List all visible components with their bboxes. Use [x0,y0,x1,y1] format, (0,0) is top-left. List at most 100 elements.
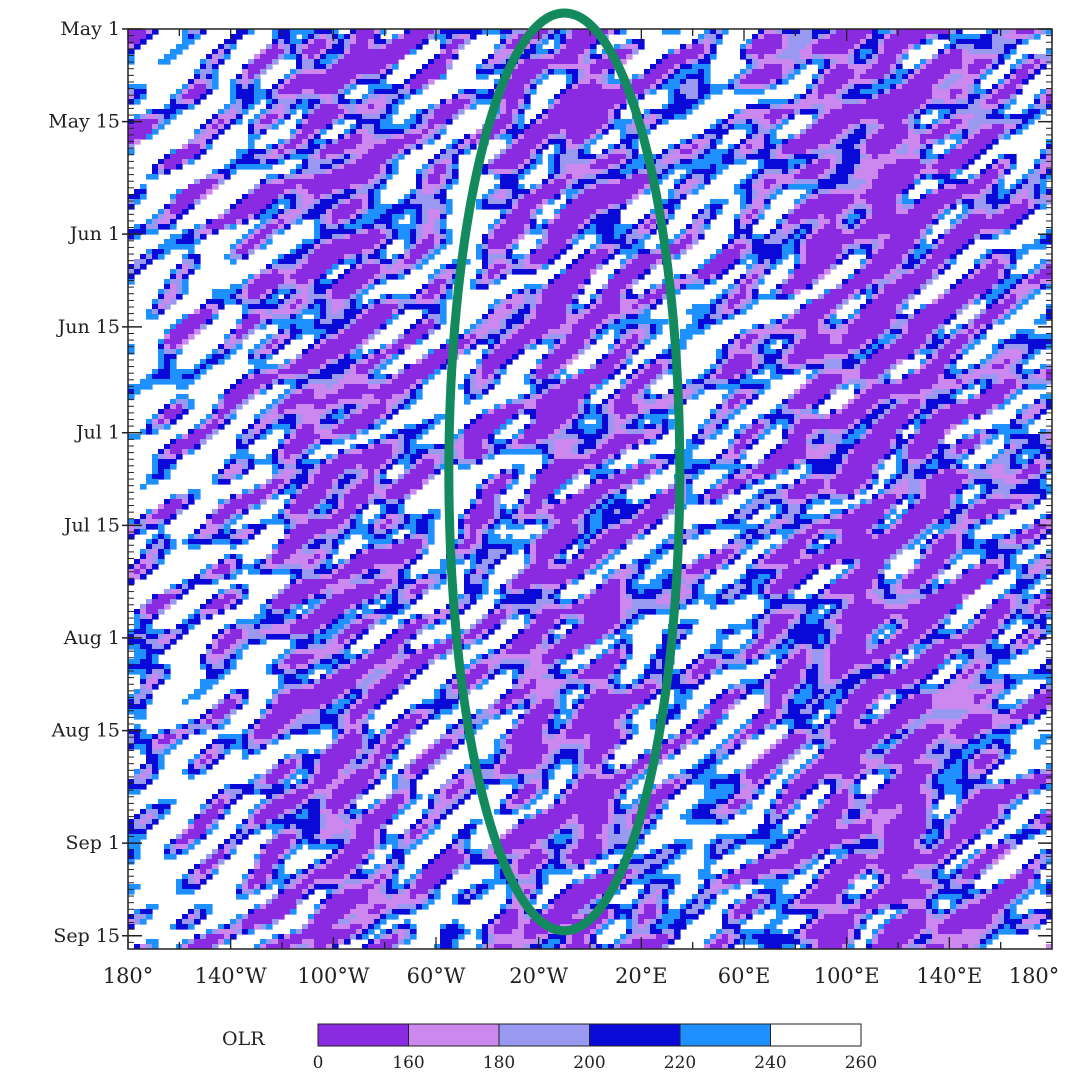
olr-cell [248,244,255,250]
olr-cell [434,64,441,70]
olr-cell [848,164,855,170]
olr-cell [1010,69,1017,75]
olr-cell [512,79,519,85]
olr-cell [338,159,345,165]
olr-cell [608,164,615,170]
olr-cell [236,159,243,165]
olr-cell [368,74,375,80]
olr-cell [500,229,507,235]
olr-cell [806,99,813,105]
olr-cell [242,239,249,245]
olr-cell [494,189,501,195]
olr-cell [380,114,387,120]
olr-cell [842,204,849,210]
olr-cell [1010,159,1017,165]
olr-cell [1004,84,1011,90]
olr-cell [254,184,261,190]
olr-cell [362,239,369,245]
olr-cell [332,244,339,250]
olr-cell [740,229,747,235]
olr-cell [824,154,831,160]
olr-cell [368,249,375,255]
olr-cell [566,39,573,45]
olr-cell [986,39,993,45]
olr-cell [938,79,945,85]
olr-cell [674,144,681,150]
olr-cell [308,79,315,85]
olr-cell [368,224,375,230]
olr-cell [152,174,159,180]
olr-cell [410,124,417,130]
olr-cell [374,99,381,105]
olr-cell [608,84,615,90]
olr-cell [422,64,429,70]
olr-cell [926,154,933,160]
olr-cell [386,159,393,165]
olr-cell [428,124,435,130]
olr-cell [926,229,933,235]
olr-cell [854,184,861,190]
olr-cell [224,114,231,120]
olr-cell [326,174,333,180]
olr-cell [590,104,597,110]
olr-cell [830,199,837,205]
olr-cell [374,169,381,175]
olr-cell [650,114,657,120]
olr-cell [680,164,687,170]
olr-cell [914,179,921,185]
olr-cell [338,134,345,140]
olr-cell [254,244,261,250]
olr-cell [374,214,381,220]
olr-cell [710,124,717,130]
olr-cell [740,239,747,245]
olr-cell [968,44,975,50]
olr-cell [512,179,519,185]
olr-cell [956,104,963,110]
olr-cell [734,239,741,245]
olr-cell [254,69,261,75]
olr-cell [746,224,753,230]
olr-cell [344,204,351,210]
olr-cell [332,149,339,155]
olr-cell [380,109,387,115]
olr-cell [152,169,159,175]
olr-cell [968,154,975,160]
olr-cell [986,64,993,70]
olr-cell [374,149,381,155]
olr-cell [254,194,261,200]
olr-cell [380,119,387,125]
olr-cell [362,129,369,135]
olr-cell [944,84,951,90]
olr-cell [296,164,303,170]
olr-cell [308,134,315,140]
olr-cell [530,249,537,255]
olr-cell [674,114,681,120]
olr-cell [602,229,609,235]
olr-cell [794,244,801,250]
olr-cell [866,224,873,230]
olr-cell [1022,119,1029,125]
olr-cell [608,124,615,130]
olr-cell [734,154,741,160]
olr-cell [440,69,447,75]
olr-cell [608,204,615,210]
olr-cell [974,104,981,110]
olr-cell [296,104,303,110]
olr-cell [680,64,687,70]
olr-cell [962,189,969,195]
olr-cell [836,169,843,175]
olr-cell [638,184,645,190]
olr-cell [278,109,285,115]
olr-cell [740,184,747,190]
olr-cell [980,39,987,45]
olr-cell [254,189,261,195]
olr-cell [206,224,213,230]
olr-cell [818,209,825,215]
olr-cell [422,234,429,240]
olr-cell [1004,194,1011,200]
olr-cell [938,49,945,55]
olr-cell [452,154,459,160]
olr-cell [536,54,543,60]
olr-cell [818,144,825,150]
olr-cell [944,159,951,165]
